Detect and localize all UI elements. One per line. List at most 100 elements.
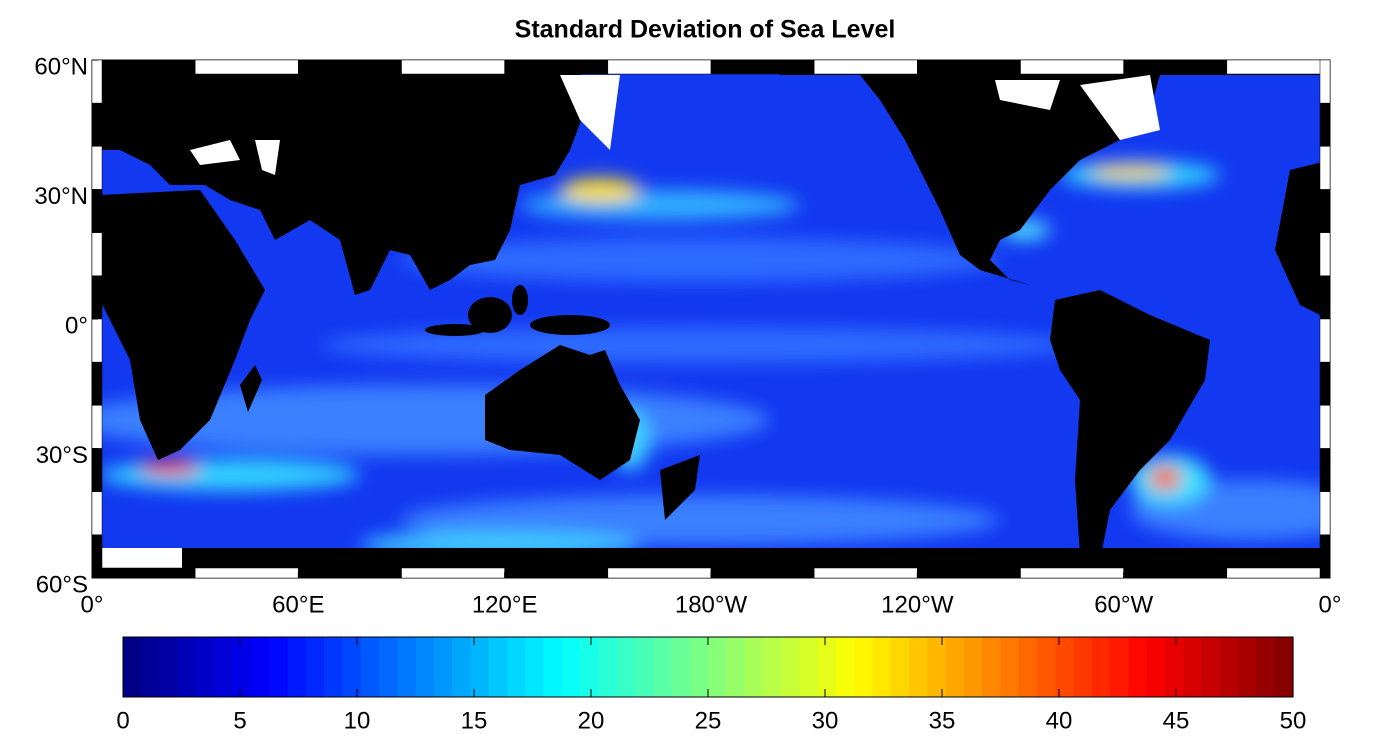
colorbar-step [342, 637, 362, 697]
colorbar-step [488, 637, 508, 697]
frame-stripe [91, 361, 103, 406]
colorbar-step [214, 637, 234, 697]
frame-stripe [1123, 59, 1228, 75]
frame-stripe [91, 318, 103, 363]
frame-stripe [91, 59, 196, 75]
lat-tick-label: 60°N [34, 53, 88, 80]
colorbar-step [817, 637, 837, 697]
lon-tick-label: 60°W [1094, 591, 1153, 618]
colorbar-step [525, 637, 545, 697]
colorbar-step [1091, 637, 1111, 697]
frame-stripe [1319, 232, 1331, 277]
frame-stripe [401, 567, 505, 579]
lon-tick-label: 120°E [472, 591, 538, 618]
colorbar-step [415, 637, 435, 697]
frame-stripe [91, 232, 103, 277]
variability-features [92, 161, 1330, 559]
frame-stripe [298, 567, 402, 579]
frame-stripe [91, 102, 103, 147]
lon-tick-label: 0° [81, 591, 104, 618]
frame-stripe [1319, 318, 1331, 363]
frame-stripe [607, 59, 712, 75]
map [92, 60, 1330, 578]
colorbar-step [653, 637, 673, 697]
colorbar-step [360, 637, 380, 697]
colorbar-tick-label: 30 [812, 707, 839, 734]
colorbar-step [305, 637, 325, 697]
colorbar-step [1018, 637, 1038, 697]
frame-stripe [504, 567, 609, 579]
lat-tick-label: 30°S [36, 442, 88, 469]
colorbar-tick-label: 20 [578, 707, 605, 734]
colorbar-step [1000, 637, 1020, 697]
colorbar-step [470, 637, 490, 697]
frame-stripe [607, 567, 712, 579]
frame-stripe [194, 567, 299, 579]
lat-tick-label: 60°S [36, 571, 88, 598]
lon-tick-label: 120°W [881, 591, 954, 618]
colorbar-step [598, 637, 618, 697]
colorbar-step [1165, 637, 1184, 697]
colorbar-tick-label: 45 [1163, 707, 1190, 734]
colorbar-tick-label: 35 [929, 707, 956, 734]
colorbar-step [744, 637, 764, 697]
colorbar-step [433, 637, 453, 697]
colorbar-tick-label: 15 [461, 707, 488, 734]
colorbar-step [781, 637, 801, 697]
colorbar-step [397, 637, 417, 697]
frame-stripe [401, 59, 505, 75]
colorbar-step [141, 637, 161, 697]
frame-stripe [917, 59, 1021, 75]
frame-stripe [91, 59, 103, 104]
colorbar-step [1256, 637, 1276, 697]
colorbar: 0 5 10 15 20 25 30 35 40 45 50 [116, 636, 1307, 734]
frame-stripe [1319, 189, 1331, 233]
frame-stripe [1319, 405, 1331, 449]
colorbar-step [506, 637, 526, 697]
colorbar-step [835, 637, 855, 697]
frame-stripe [91, 189, 103, 233]
colorbar-step [1146, 637, 1166, 697]
colorbar-step [616, 637, 636, 697]
colorbar-step [232, 637, 252, 697]
title: Standard Deviation of Sea Level [515, 16, 896, 44]
colorbar-tick-label: 10 [344, 707, 371, 734]
colorbar-step [1274, 637, 1294, 697]
colorbar-step [580, 637, 599, 697]
frame-stripe [813, 567, 918, 579]
frame-stripe [91, 491, 103, 536]
colorbar-step [762, 637, 782, 697]
colorbar-step [1073, 637, 1093, 697]
colorbar-step [708, 637, 727, 697]
colorbar-step [159, 637, 179, 697]
colorbar-step [452, 637, 471, 697]
colorbar-step [854, 637, 874, 697]
colorbar-step [1055, 637, 1075, 697]
colorbar-step [799, 637, 819, 697]
colorbar-step [726, 637, 746, 697]
map-axes: 0° 60°E 120°E 180°W 120°W 60°W 0° 60°N 30°N 0° 30°… [34, 53, 1341, 618]
colorbar-step [1110, 637, 1130, 697]
frame-stripe [1319, 102, 1331, 147]
colorbar-step [909, 637, 928, 697]
colorbar-tick-label: 0 [116, 707, 129, 734]
frame-stripe [1123, 567, 1228, 579]
colorbar-tick-label: 50 [1280, 707, 1307, 734]
frame-stripe [1020, 567, 1124, 579]
frame-stripe [91, 275, 103, 320]
frame-stripe [710, 59, 815, 75]
colorbar-step [982, 637, 1002, 697]
frame-stripe [1319, 59, 1331, 104]
land [92, 60, 1330, 578]
colorbar-step [269, 637, 289, 697]
frame-stripe [917, 567, 1021, 579]
frame-stripe [91, 534, 103, 579]
colorbar-step [177, 637, 197, 697]
colorbar-step [1183, 637, 1203, 697]
colorbar-step [872, 637, 892, 697]
colorbar-step [250, 637, 270, 697]
colorbar-step [1238, 637, 1258, 697]
frame-stripe [1319, 146, 1331, 190]
colorbar-step [543, 637, 563, 697]
